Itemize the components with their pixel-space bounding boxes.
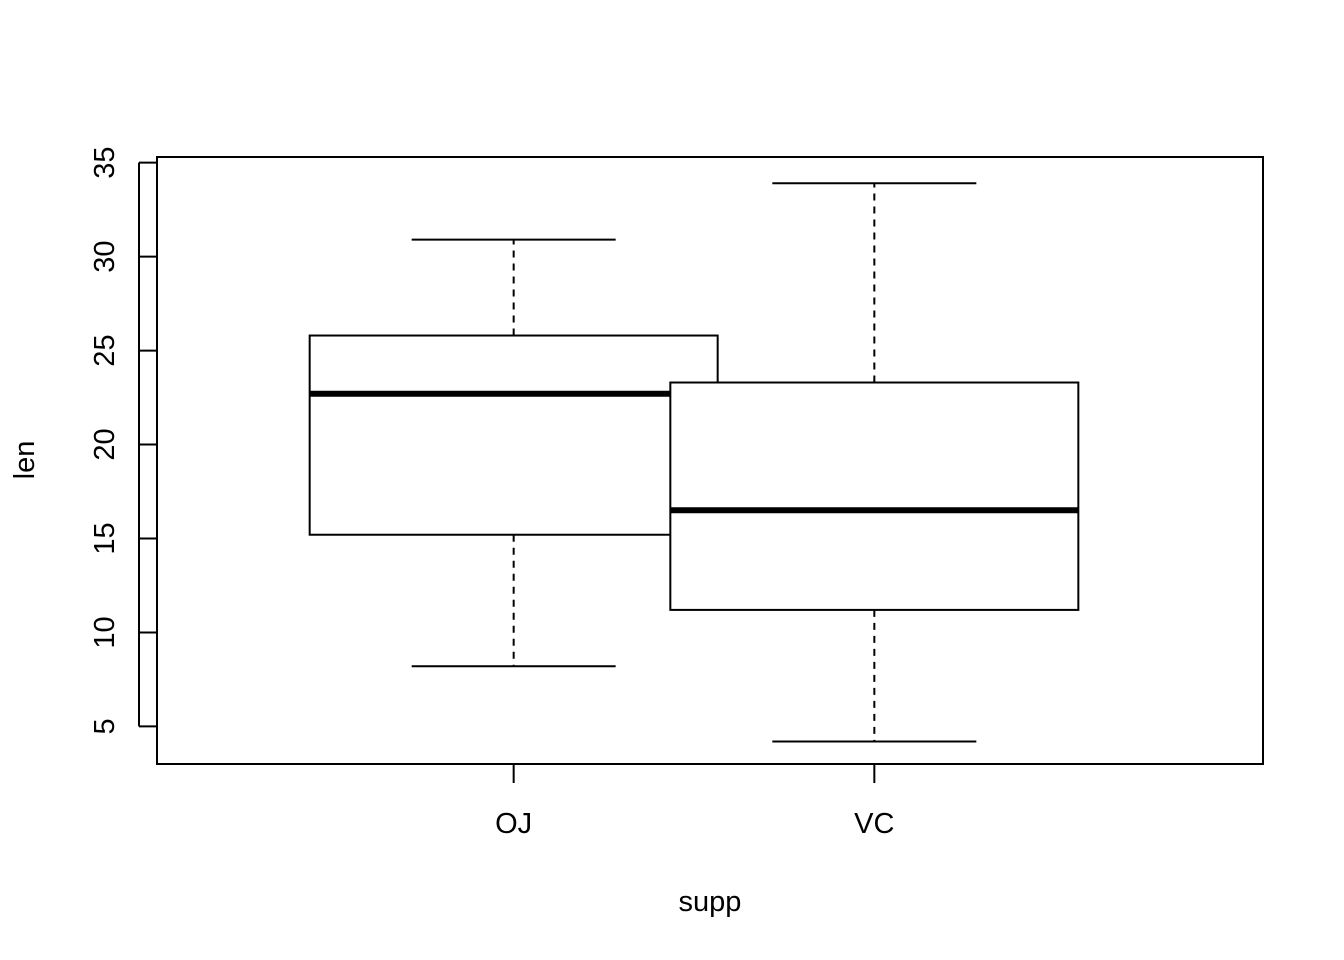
box-oj [308, 238, 719, 668]
y-axis-title: len [9, 441, 41, 480]
boxes [308, 182, 1080, 743]
iqr-box [669, 381, 1080, 611]
y-tick-label: 10 [89, 616, 121, 648]
y-tick-label: 15 [89, 522, 121, 554]
plot-frame [156, 156, 1264, 765]
x-axis: OJ VC [495, 764, 894, 840]
y-tick-label: 5 [89, 718, 121, 734]
iqr-box [308, 334, 719, 536]
box-vc [669, 182, 1080, 743]
y-axis: 5 10 15 20 25 30 35 [89, 147, 157, 734]
x-axis-title: supp [679, 886, 742, 918]
y-tick-label: 35 [89, 147, 121, 179]
y-tick-label: 20 [89, 428, 121, 460]
y-tick-label: 25 [89, 334, 121, 366]
y-tick-label: 30 [89, 240, 121, 272]
x-tick-label: VC [854, 808, 894, 840]
x-tick-label: OJ [495, 808, 532, 840]
